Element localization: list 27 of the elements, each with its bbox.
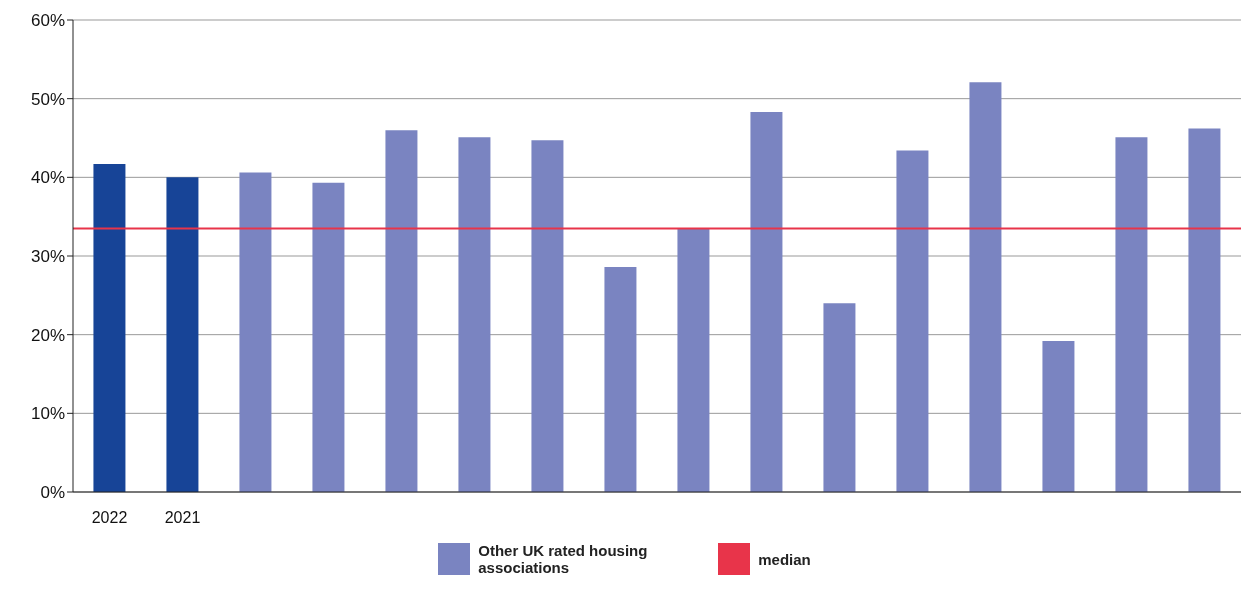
bar [531,140,564,492]
y-tick-label: 40% [30,168,65,188]
bar [1188,128,1221,492]
bar [239,172,272,492]
bar [312,182,345,492]
bar [166,177,199,492]
y-tick-label: 60% [30,11,65,31]
legend-label: Other UK rated housing associations [478,542,649,576]
x-tick-label: 2022 [91,509,128,527]
y-tick-label: 30% [30,247,65,267]
bar [969,82,1002,492]
bar [385,130,418,492]
bar [1042,340,1075,492]
y-tick-label: 10% [30,404,65,424]
bar [896,150,929,492]
bar [750,112,783,492]
y-tick-label: 0% [40,483,65,503]
bar [604,267,637,492]
bar [458,137,491,492]
x-tick-label: 2021 [164,509,201,527]
y-tick-label: 50% [30,89,65,109]
y-tick-label: 20% [30,325,65,345]
bar [677,228,710,492]
bar [93,163,126,492]
bar [1115,137,1148,492]
legend-label: median [758,550,811,568]
bar [823,303,856,492]
